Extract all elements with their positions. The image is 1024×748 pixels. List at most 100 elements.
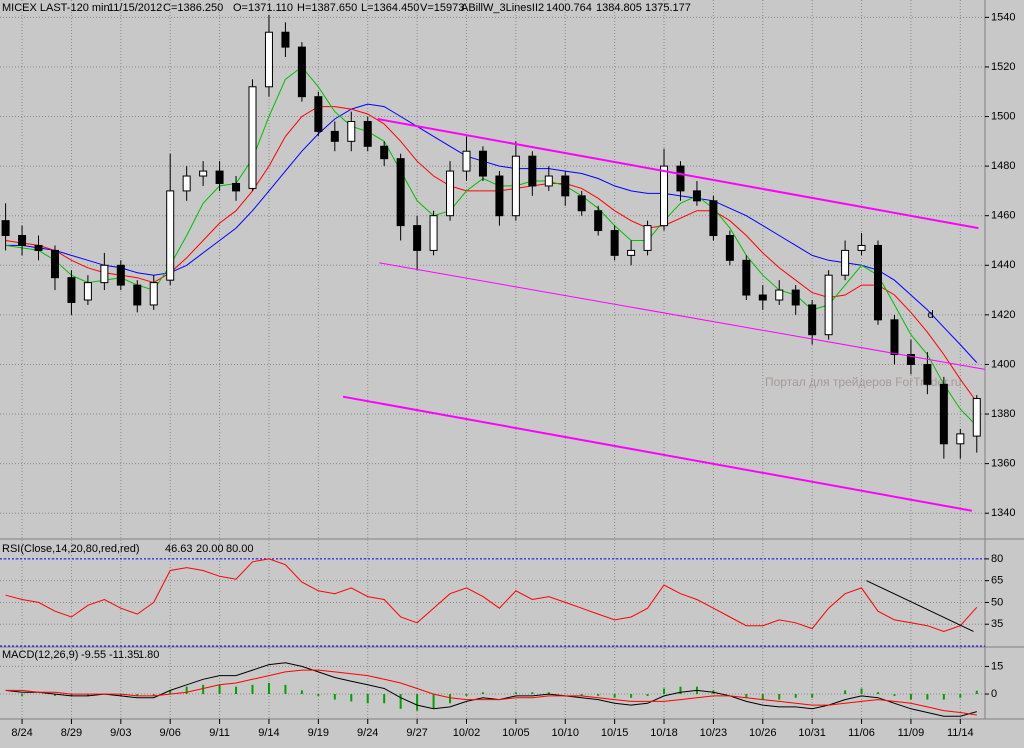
rsi-line — [5, 558, 978, 633]
y-tick-label: 1480 — [991, 160, 1015, 172]
histogram-bar — [794, 694, 797, 698]
histogram-bar — [975, 690, 978, 695]
x-tick-label: 9/03 — [110, 727, 131, 739]
header-text: V=15973 — [420, 2, 464, 14]
trendline — [379, 262, 986, 370]
y-tick-label: 65 — [991, 575, 1003, 587]
header-text: 1375.177 — [645, 2, 691, 14]
histogram-bar — [514, 692, 517, 695]
x-tick-label: 10/05 — [502, 727, 530, 739]
candle-body — [692, 190, 701, 202]
histogram-bar — [317, 694, 320, 696]
header-text: 1.80 — [138, 649, 159, 661]
y-tick-label: 1380 — [991, 408, 1015, 420]
y-tick-label: 35 — [991, 618, 1003, 630]
candle-body — [199, 170, 208, 177]
histogram-bar — [333, 694, 336, 700]
histogram-bar — [893, 694, 896, 696]
histogram-bar — [942, 694, 945, 700]
candle-body — [495, 175, 504, 217]
histogram-bar — [877, 692, 880, 695]
histogram-bar — [300, 690, 303, 695]
candle-body — [248, 86, 257, 189]
histogram-bar — [251, 684, 254, 695]
histogram-bar — [761, 694, 764, 700]
trendline — [866, 580, 974, 632]
x-tick-label: 8/29 — [61, 727, 82, 739]
candle-body — [874, 244, 883, 321]
header-text: O=1371.110 — [233, 2, 293, 14]
candle-body — [841, 249, 850, 276]
candle-body — [133, 284, 142, 306]
histogram-bar — [235, 686, 238, 695]
candle-body — [660, 165, 669, 227]
header-text: MICEX LAST-120 min — [2, 2, 110, 14]
candle-body — [330, 130, 339, 142]
header-text: 46.63 — [165, 543, 193, 555]
histogram-bar — [86, 694, 89, 696]
histogram-bar — [218, 684, 221, 695]
macd-line — [5, 669, 977, 716]
x-tick-label: 8/24 — [11, 727, 32, 739]
candle-body — [956, 433, 965, 445]
candle-body — [890, 319, 899, 356]
candle-body — [281, 31, 290, 48]
candle-body — [857, 244, 866, 251]
histogram-bar — [383, 694, 386, 704]
candle-body — [1, 220, 10, 237]
candle-body — [380, 145, 389, 160]
histogram-bar — [202, 684, 205, 695]
candle-body — [824, 274, 833, 336]
histogram-bar — [284, 684, 287, 695]
y-tick-label: 1360 — [991, 458, 1015, 470]
candle-body — [544, 175, 553, 187]
histogram-bar — [267, 683, 270, 695]
histogram-bar — [597, 694, 600, 696]
header-text: 1384.805 — [596, 2, 642, 14]
header-text: ABillW_3LinesII2 — [461, 2, 544, 14]
candle-body — [149, 282, 158, 306]
histogram-bar — [926, 694, 929, 700]
candle-body — [972, 398, 981, 437]
histogram-bar — [152, 694, 155, 696]
y-tick-label: 1400 — [991, 358, 1015, 370]
histogram-bar — [185, 686, 188, 695]
header-text: 1400.764 — [546, 2, 592, 14]
histogram-bar — [844, 690, 847, 695]
trendline — [377, 118, 979, 230]
candle-body — [264, 31, 273, 88]
header-text: 80.00 — [226, 543, 254, 555]
candle-body — [742, 259, 751, 296]
histogram-bar — [778, 694, 781, 700]
candle-body — [939, 383, 948, 445]
histogram-bar — [432, 694, 435, 709]
candle-body — [50, 249, 59, 279]
candle-body — [182, 175, 191, 192]
histogram-bar — [613, 694, 616, 698]
x-tick-label: 9/24 — [357, 727, 378, 739]
candle-body — [758, 294, 767, 301]
histogram-bar — [70, 694, 73, 696]
histogram-bar — [909, 694, 912, 700]
candle-body — [676, 165, 685, 192]
candle-body — [166, 190, 175, 281]
candle-body — [83, 282, 92, 301]
x-tick-label: 11/09 — [898, 727, 925, 739]
x-tick-label: 10/26 — [749, 727, 777, 739]
candle-body — [116, 264, 125, 286]
x-tick-label: 10/31 — [798, 727, 826, 739]
x-tick-label: 10/15 — [601, 727, 629, 739]
macd-line — [5, 662, 977, 717]
header-text: RSI(Close,14,20,80,red,red) — [2, 543, 140, 555]
candle-body — [808, 304, 817, 336]
histogram-bar — [449, 694, 452, 704]
candle-body — [627, 249, 636, 256]
candle-body — [561, 175, 570, 197]
histogram-bar — [119, 694, 122, 696]
candle-body — [413, 225, 422, 251]
candle-body — [775, 289, 784, 301]
header-text: C=1386.250 — [163, 2, 223, 14]
candle-body — [314, 96, 323, 132]
